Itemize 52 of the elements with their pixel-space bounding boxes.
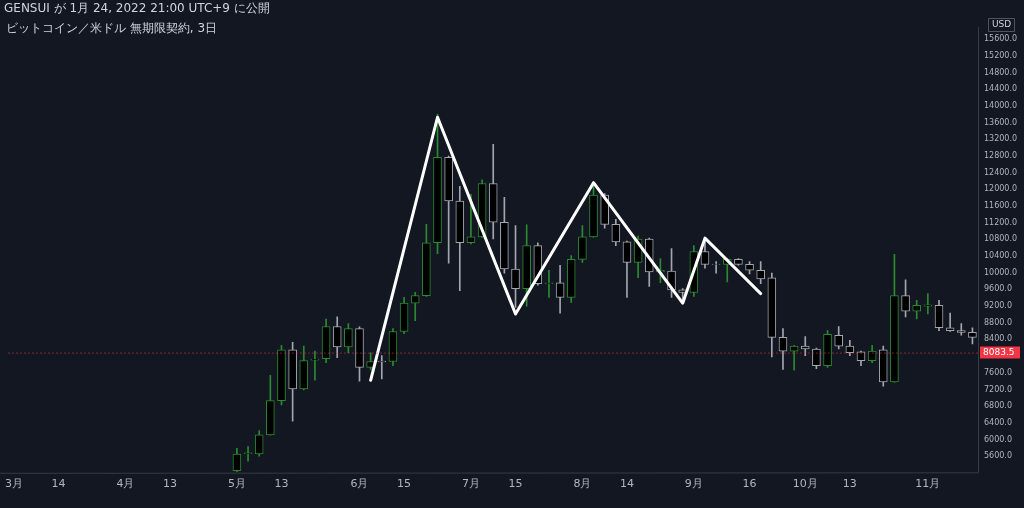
chart-title: ビットコイン／米ドル 無期限契約, 3日 [6, 20, 218, 37]
y-tick-label: 7200.0 [984, 384, 1012, 394]
x-tick-label: 15 [508, 477, 523, 491]
x-tick-label: 16 [742, 477, 757, 491]
y-tick-label: 13200.0 [984, 134, 1018, 144]
x-tick-label: 13 [842, 477, 857, 491]
y-tick-label: 14400.0 [984, 84, 1018, 94]
x-tick-label: 15 [397, 477, 412, 491]
y-tick-label: 15200.0 [984, 51, 1018, 61]
x-tick-label: 14 [619, 477, 634, 491]
y-tick-label: 8800.0 [984, 317, 1012, 327]
text: GENSUI が 1月 24, 2022 21:00 UTC+9 に公開 [4, 0, 270, 16]
y-tick-label: 15600.0 [984, 34, 1018, 44]
candlestick [945, 312, 955, 332]
x-tick-label: 8月 [573, 477, 592, 491]
x-tick-label: 9月 [684, 477, 703, 491]
y-tick-label: 10800.0 [984, 234, 1018, 244]
y-tick-label: 14800.0 [984, 67, 1018, 77]
y-tick-label: 12400.0 [984, 167, 1018, 177]
x-tick-label: 3月 [5, 477, 24, 491]
candlestick [243, 446, 253, 462]
y-tick-label: 6800.0 [984, 401, 1012, 411]
x-tick-label: 13 [163, 477, 178, 491]
y-tick-label: 9600.0 [984, 284, 1012, 294]
x-tick-label: 14 [51, 477, 66, 491]
y-tick-label: 12800.0 [984, 151, 1018, 161]
y-tick-label: 9200.0 [984, 301, 1012, 311]
y-tick-label: 10000.0 [984, 267, 1018, 277]
x-tick-label: 4月 [116, 477, 135, 491]
y-tick-label: 11600.0 [984, 201, 1018, 211]
y-tick-label: 10400.0 [984, 251, 1018, 261]
x-tick-label: 6月 [350, 477, 369, 491]
x-tick-label: 10月 [792, 477, 818, 491]
y-tick-label: 14000.0 [984, 101, 1018, 111]
y-tick-label: 6400.0 [984, 417, 1012, 427]
candlestick [923, 293, 933, 315]
x-tick-label: 13 [274, 477, 289, 491]
candlestick [310, 350, 320, 381]
candlestick [956, 323, 966, 336]
y-tick-label: 12000.0 [984, 184, 1018, 194]
y-tick-label: 11200.0 [984, 217, 1018, 227]
ref-line-label: 8083.5 [983, 346, 1015, 357]
x-tick-label: 5月 [227, 477, 246, 491]
y-tick-label: 13600.0 [984, 117, 1018, 127]
y-tick-label: 7600.0 [984, 367, 1012, 377]
y-tick-label: 6000.0 [984, 434, 1012, 444]
x-tick-label: 11月 [915, 477, 941, 491]
y-tick-label: 8400.0 [984, 334, 1012, 344]
y-tick-label: 5600.0 [984, 451, 1012, 461]
candlestick [377, 355, 387, 380]
y-axis-title: USD [991, 19, 1012, 30]
x-tick-label: 7月 [461, 477, 480, 491]
